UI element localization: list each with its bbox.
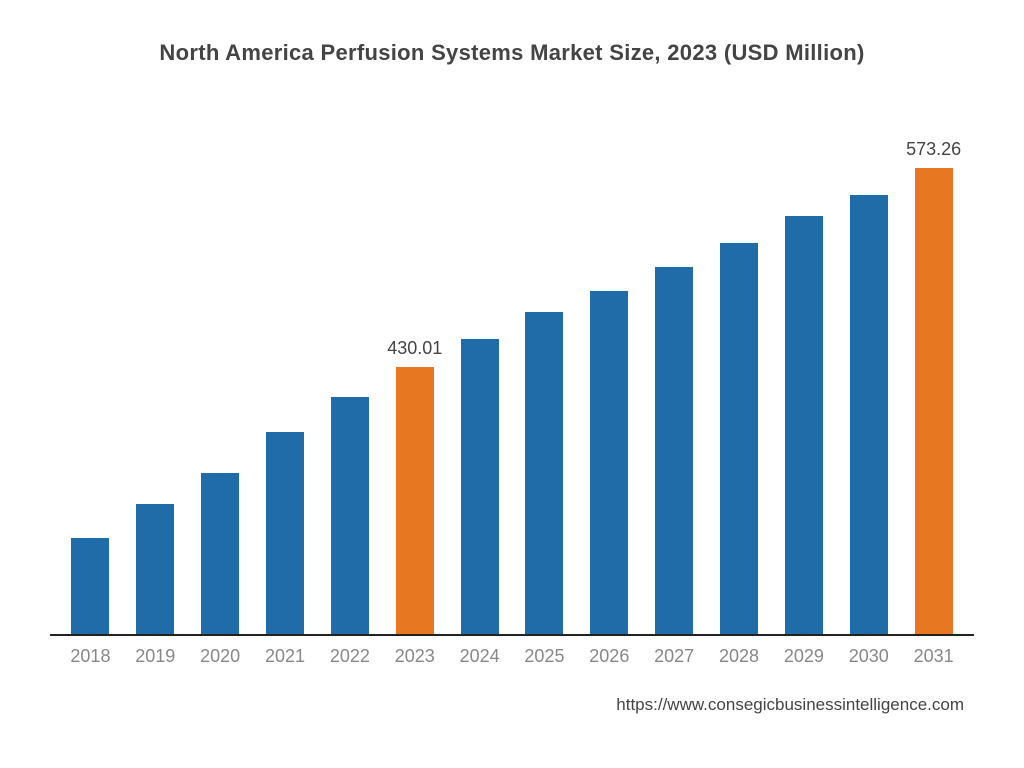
- bar-slot: [512, 96, 577, 634]
- bar-slot: 430.01: [382, 96, 447, 634]
- x-axis-label: 2024: [447, 646, 512, 667]
- x-axis-label: 2028: [707, 646, 772, 667]
- bar: [266, 432, 304, 634]
- bar-value-label: 430.01: [387, 338, 442, 359]
- bar-slot: [771, 96, 836, 634]
- bar-slot: [58, 96, 123, 634]
- chart-area: 430.01 573.26: [50, 96, 974, 636]
- bar-slot: [642, 96, 707, 634]
- bar: [71, 538, 109, 634]
- bar-slot: [188, 96, 253, 634]
- x-axis-label: 2030: [836, 646, 901, 667]
- x-axis-labels: 2018201920202021202220232024202520262027…: [50, 636, 974, 667]
- x-axis-label: 2022: [317, 646, 382, 667]
- x-axis-label: 2020: [188, 646, 253, 667]
- page: North America Perfusion Systems Market S…: [0, 0, 1024, 768]
- bar: [590, 291, 628, 634]
- x-axis-label: 2023: [382, 646, 447, 667]
- x-axis-label: 2025: [512, 646, 577, 667]
- x-axis-label: 2019: [123, 646, 188, 667]
- bar: [915, 168, 953, 634]
- bar: [201, 473, 239, 634]
- chart-title: North America Perfusion Systems Market S…: [30, 40, 994, 66]
- bar: [525, 312, 563, 634]
- x-axis-label: 2029: [771, 646, 836, 667]
- bar: [396, 367, 434, 634]
- bar-value-label: 573.26: [906, 139, 961, 160]
- x-axis-label: 2031: [901, 646, 966, 667]
- bar-slot: [707, 96, 772, 634]
- x-axis-label: 2018: [58, 646, 123, 667]
- bar: [850, 195, 888, 634]
- bar: [720, 243, 758, 634]
- bar: [331, 397, 369, 634]
- bar: [136, 504, 174, 634]
- bar-slot: [253, 96, 318, 634]
- bar: [655, 267, 693, 634]
- bar-slot: [447, 96, 512, 634]
- bar-chart: 430.01 573.26: [50, 96, 974, 636]
- bar-slot: [317, 96, 382, 634]
- source-url: https://www.consegicbusinessintelligence…: [30, 695, 964, 715]
- bar-slot: [836, 96, 901, 634]
- x-axis-label: 2027: [642, 646, 707, 667]
- x-axis-label: 2021: [253, 646, 318, 667]
- bar-slot: [123, 96, 188, 634]
- bar: [785, 216, 823, 634]
- bar-slot: [577, 96, 642, 634]
- bar: [461, 339, 499, 634]
- x-axis-label: 2026: [577, 646, 642, 667]
- bar-slot: 573.26: [901, 96, 966, 634]
